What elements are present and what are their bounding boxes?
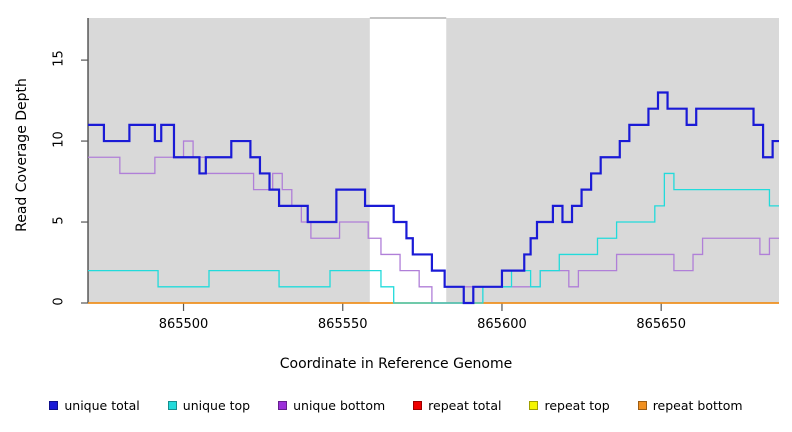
legend-label: unique total (64, 398, 140, 413)
series-unique-total (88, 91, 779, 305)
legend-item[interactable]: unique top (167, 398, 251, 413)
legend-swatch-icon (413, 401, 423, 410)
legend-swatch-icon (167, 401, 177, 410)
y-tick-label: 5 (51, 216, 67, 225)
y-tick-label: 10 (51, 131, 67, 148)
legend-swatch-icon (637, 401, 647, 410)
y-tick-label: 0 (51, 297, 67, 306)
legend-item[interactable]: unique total (49, 398, 140, 413)
x-tick-label: 865650 (636, 317, 686, 332)
x-tick-label: 865600 (477, 317, 527, 332)
legend: unique total unique top unique bottom repea… (0, 398, 792, 413)
legend-item[interactable]: repeat top (529, 398, 610, 413)
legend-label: unique bottom (293, 398, 386, 413)
legend-label: unique top (182, 398, 251, 413)
legend-item[interactable]: unique bottom (278, 398, 385, 413)
legend-label: repeat top (544, 398, 610, 413)
legend-item[interactable]: repeat total (413, 398, 501, 413)
x-axis-title: Coordinate in Reference Genome (279, 356, 513, 372)
x-tick-label: 865550 (317, 317, 368, 332)
legend-label: repeat bottom (652, 398, 743, 413)
gap-region (369, 18, 447, 303)
y-tick-label: 15 (51, 50, 67, 67)
legend-item[interactable]: repeat bottom (637, 398, 743, 413)
x-tick-label: 865500 (158, 317, 209, 332)
legend-swatch-icon (278, 401, 288, 410)
legend-swatch-icon (529, 401, 539, 410)
legend-swatch-icon (49, 401, 59, 410)
series-unique-bottom (88, 140, 779, 304)
legend-label: repeat total (428, 398, 502, 413)
